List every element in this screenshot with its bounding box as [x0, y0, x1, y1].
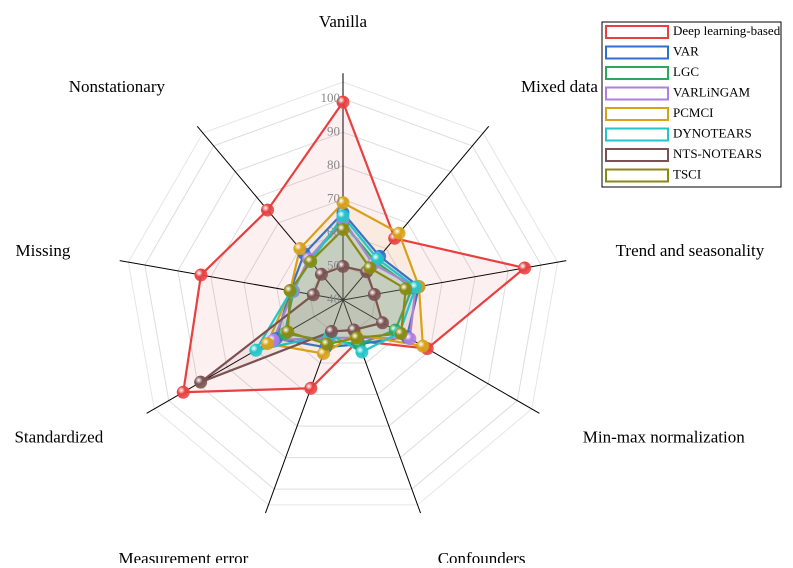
data-point	[392, 226, 406, 240]
data-point	[176, 385, 190, 399]
legend-label: TSCI	[673, 166, 701, 181]
category-label: Standardized	[14, 427, 103, 446]
data-point	[336, 196, 350, 210]
data-point	[394, 327, 408, 341]
data-point	[314, 267, 328, 281]
legend-swatch	[605, 45, 669, 60]
grid-outline	[127, 81, 559, 506]
category-label: Trend and seasonality	[616, 241, 765, 260]
series-line	[200, 265, 384, 384]
legend-box	[601, 21, 782, 188]
data-point	[336, 209, 350, 223]
data-point	[281, 325, 295, 339]
legend-swatch	[605, 148, 669, 162]
legend-label: DYNOTEARS	[673, 125, 752, 140]
grid-line	[276, 232, 410, 364]
data-point	[416, 339, 430, 353]
legend-swatch	[605, 168, 669, 183]
data-point	[336, 223, 350, 237]
legend-label: NTS-NOTEARS	[673, 146, 762, 161]
legend-swatch	[605, 66, 669, 80]
legend-swatch	[605, 107, 669, 121]
grid-line	[210, 165, 476, 427]
legend-label: VARLiNGAM	[673, 84, 750, 99]
data-point	[363, 261, 377, 275]
category-label: Mixed data	[521, 77, 598, 96]
category-label: Missing	[16, 241, 71, 260]
tick-label: 100	[321, 90, 341, 105]
grid-line	[177, 131, 509, 459]
legend-label: PCMCI	[673, 105, 713, 120]
series-line	[181, 99, 528, 394]
data-point	[367, 287, 381, 301]
series-line	[274, 211, 421, 349]
series-line	[286, 227, 407, 346]
axis-line	[342, 299, 540, 414]
data-point	[306, 288, 320, 302]
data-point	[370, 252, 384, 266]
legend-label: VAR	[673, 43, 699, 58]
data-point	[336, 259, 350, 273]
tick-label: 50	[327, 257, 340, 272]
data-point	[304, 254, 318, 268]
data-point	[325, 325, 339, 339]
data-point	[260, 337, 274, 351]
tick-label: 80	[327, 157, 340, 172]
category-label: Measurement error	[118, 549, 248, 563]
tick-label: 60	[327, 224, 340, 239]
tick-label: 70	[327, 190, 340, 205]
data-point	[518, 261, 532, 275]
data-point	[293, 242, 307, 256]
data-point	[376, 316, 390, 330]
axis-line	[119, 260, 344, 301]
data-point	[350, 331, 364, 345]
legend-swatch	[605, 25, 669, 39]
data-point	[320, 337, 334, 351]
data-point	[194, 268, 208, 282]
data-point	[409, 280, 423, 294]
grid-line	[243, 198, 443, 396]
data-point	[249, 343, 263, 357]
legend-swatch	[605, 86, 669, 101]
data-point	[194, 375, 208, 389]
data-point	[261, 203, 275, 217]
data-point	[336, 95, 350, 109]
category-label: Min-max normalization	[583, 427, 745, 446]
legend-label: Deep learning-based	[673, 23, 781, 38]
series-line	[265, 201, 425, 355]
grid-line	[144, 98, 542, 490]
data-point	[304, 381, 318, 395]
data-point	[283, 284, 297, 298]
tick-label: 90	[327, 123, 340, 138]
category-label: Vanilla	[319, 12, 368, 31]
category-label: Nonstationary	[69, 77, 166, 96]
category-label: Confounders	[438, 549, 526, 563]
legend-swatch	[605, 127, 669, 142]
data-point	[355, 345, 369, 359]
legend-label: LGC	[673, 64, 699, 79]
tick-label: 40	[327, 291, 340, 306]
data-point	[399, 282, 413, 296]
